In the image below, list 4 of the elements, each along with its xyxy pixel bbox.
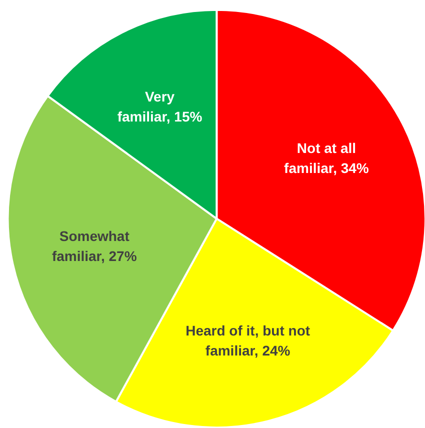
slice-label: Very familiar, 15% (117, 88, 203, 124)
slice-label: Not at all familiar, 34% (284, 140, 370, 176)
slice-label: Somewhat familiar, 27% (52, 228, 138, 264)
slice-label: Heard of it, but not familiar, 24% (186, 322, 310, 359)
